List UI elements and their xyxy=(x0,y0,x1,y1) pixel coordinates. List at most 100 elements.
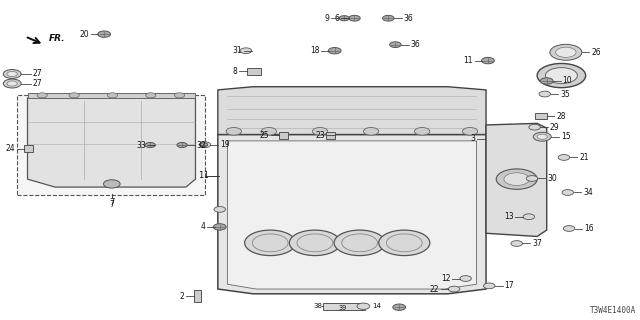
Circle shape xyxy=(69,93,79,98)
Text: 8: 8 xyxy=(232,67,237,76)
Circle shape xyxy=(98,31,111,37)
Circle shape xyxy=(108,93,118,98)
Circle shape xyxy=(104,180,120,188)
Circle shape xyxy=(261,127,276,135)
Circle shape xyxy=(252,234,288,252)
Circle shape xyxy=(226,127,241,135)
Circle shape xyxy=(146,93,156,98)
Circle shape xyxy=(562,190,573,196)
Bar xyxy=(17,95,205,195)
Text: 35: 35 xyxy=(560,90,570,99)
Circle shape xyxy=(390,42,401,48)
Text: 9: 9 xyxy=(324,14,330,23)
Circle shape xyxy=(533,132,551,141)
Circle shape xyxy=(379,230,430,256)
Text: 18: 18 xyxy=(310,46,319,55)
Text: 4: 4 xyxy=(200,222,205,231)
Circle shape xyxy=(3,69,21,78)
Text: 28: 28 xyxy=(556,112,566,121)
Text: 20: 20 xyxy=(79,30,89,39)
Circle shape xyxy=(460,276,471,281)
Text: 1: 1 xyxy=(204,172,208,180)
Text: 1: 1 xyxy=(198,172,204,180)
Text: 33: 33 xyxy=(136,140,146,149)
Circle shape xyxy=(556,47,576,57)
Circle shape xyxy=(145,142,156,148)
Circle shape xyxy=(174,93,184,98)
Bar xyxy=(193,290,201,302)
Polygon shape xyxy=(218,134,486,294)
Text: 32: 32 xyxy=(196,140,206,149)
Circle shape xyxy=(3,79,21,88)
Polygon shape xyxy=(486,123,547,236)
Circle shape xyxy=(7,81,17,86)
Circle shape xyxy=(240,48,252,53)
Circle shape xyxy=(312,127,328,135)
Circle shape xyxy=(328,48,341,54)
Circle shape xyxy=(342,234,378,252)
Text: 11: 11 xyxy=(463,56,472,65)
Text: 37: 37 xyxy=(532,239,542,248)
Circle shape xyxy=(199,142,211,148)
Text: 29: 29 xyxy=(550,123,559,132)
Circle shape xyxy=(481,57,494,64)
Polygon shape xyxy=(218,87,486,134)
Circle shape xyxy=(539,91,550,97)
Circle shape xyxy=(7,71,17,76)
Polygon shape xyxy=(28,96,195,187)
Circle shape xyxy=(504,173,529,186)
Bar xyxy=(535,113,547,119)
Text: 17: 17 xyxy=(504,281,514,290)
Text: 7: 7 xyxy=(109,200,115,209)
Circle shape xyxy=(511,241,522,246)
Circle shape xyxy=(537,134,547,139)
Circle shape xyxy=(213,224,226,230)
Text: 22: 22 xyxy=(429,284,439,293)
Circle shape xyxy=(537,63,586,88)
Circle shape xyxy=(383,15,394,21)
Text: 6: 6 xyxy=(334,14,339,23)
Circle shape xyxy=(523,214,534,220)
Text: 15: 15 xyxy=(561,132,570,141)
Circle shape xyxy=(200,143,207,147)
Circle shape xyxy=(289,230,340,256)
Circle shape xyxy=(297,234,333,252)
Circle shape xyxy=(529,124,540,130)
Text: 34: 34 xyxy=(583,188,593,197)
Text: 26: 26 xyxy=(591,48,601,57)
Circle shape xyxy=(449,286,460,292)
Circle shape xyxy=(334,230,385,256)
Bar xyxy=(326,132,335,139)
Text: FR.: FR. xyxy=(49,34,66,43)
Circle shape xyxy=(349,15,360,21)
Polygon shape xyxy=(227,141,476,289)
Text: 31: 31 xyxy=(232,46,242,55)
Circle shape xyxy=(244,230,296,256)
Text: 25: 25 xyxy=(260,131,269,140)
Circle shape xyxy=(177,142,187,148)
Text: 13: 13 xyxy=(504,212,513,221)
Circle shape xyxy=(496,169,537,189)
Text: 10: 10 xyxy=(563,76,572,85)
Circle shape xyxy=(526,176,538,181)
Bar xyxy=(323,303,365,310)
Polygon shape xyxy=(28,93,195,98)
Bar xyxy=(24,145,33,152)
Text: 14: 14 xyxy=(372,303,381,309)
Bar xyxy=(279,132,288,139)
Text: 30: 30 xyxy=(547,174,557,183)
Text: 21: 21 xyxy=(579,153,589,162)
Text: 3: 3 xyxy=(470,134,475,143)
Text: 16: 16 xyxy=(584,224,594,233)
Bar xyxy=(246,68,260,75)
Circle shape xyxy=(357,303,370,309)
Text: 27: 27 xyxy=(33,69,42,78)
Text: 39: 39 xyxy=(338,305,346,311)
Circle shape xyxy=(387,234,422,252)
Text: 38: 38 xyxy=(314,303,323,309)
Text: 12: 12 xyxy=(441,274,451,283)
Circle shape xyxy=(540,78,553,84)
Text: 23: 23 xyxy=(316,131,325,140)
Circle shape xyxy=(214,206,225,212)
Circle shape xyxy=(558,155,570,160)
